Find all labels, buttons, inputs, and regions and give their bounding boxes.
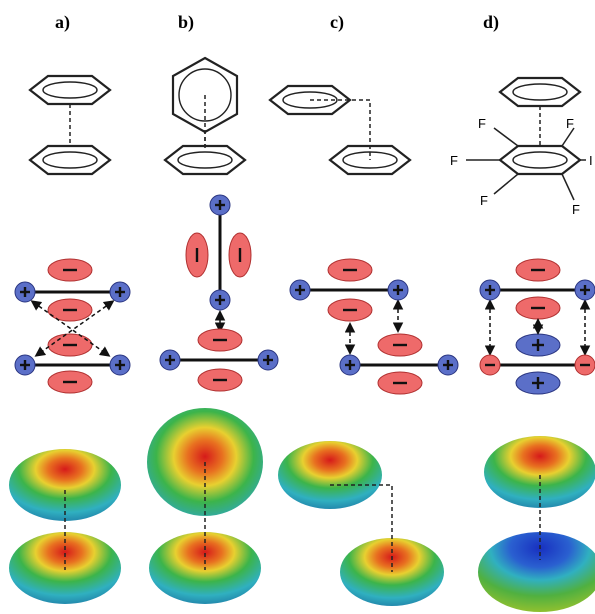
- esp-surfaces: [9, 408, 595, 612]
- atom-label: F: [572, 202, 580, 217]
- atom-label: F: [480, 193, 488, 208]
- panel-label: c): [330, 12, 344, 33]
- atom-label: I: [589, 153, 593, 168]
- atom-label: F: [566, 116, 574, 131]
- atom-label: F: [450, 153, 458, 168]
- atom-label: F: [478, 116, 486, 131]
- panel-label: a): [55, 12, 70, 33]
- panel-label: b): [178, 12, 194, 33]
- structures: F F F F F I: [28, 56, 593, 217]
- quadrupoles: [13, 193, 595, 396]
- panel-label: d): [483, 12, 499, 33]
